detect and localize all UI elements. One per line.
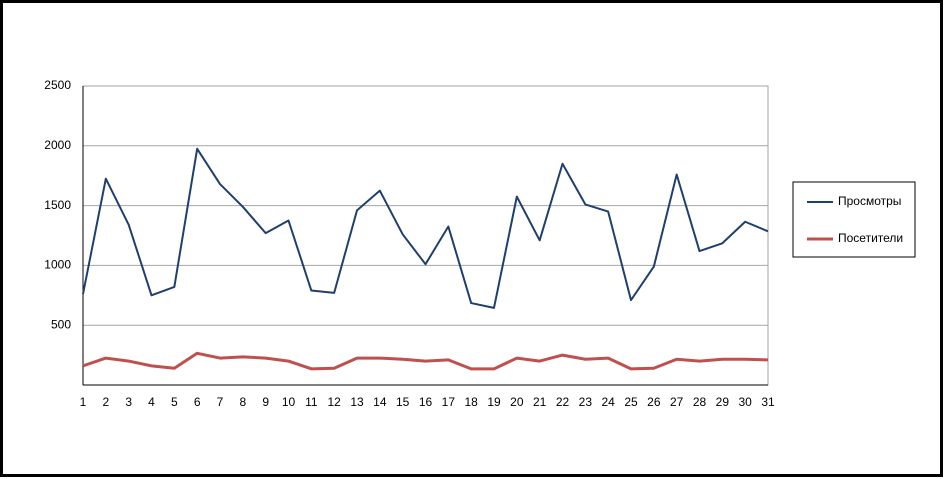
x-tick-label: 25 xyxy=(624,395,638,409)
x-tick-label: 14 xyxy=(373,395,387,409)
x-tick-label: 27 xyxy=(670,395,684,409)
series-line xyxy=(82,351,769,371)
y-tick-label: 1500 xyxy=(44,198,71,212)
y-tick-label: 2500 xyxy=(44,78,71,92)
x-tick-label: 3 xyxy=(125,395,132,409)
y-tick-label: 500 xyxy=(51,317,71,331)
x-tick-label: 26 xyxy=(647,395,661,409)
x-tick-label: 23 xyxy=(579,395,593,409)
x-tick-label: 29 xyxy=(716,395,730,409)
x-tick-label: 11 xyxy=(305,395,318,409)
x-tick-label: 18 xyxy=(464,395,478,409)
y-tick-label: 2000 xyxy=(44,138,71,152)
x-tick-label: 8 xyxy=(239,395,246,409)
legend-label: Просмотры xyxy=(838,194,901,208)
x-tick-label: 13 xyxy=(350,395,364,409)
x-tick-label: 4 xyxy=(148,395,155,409)
x-tick-label: 6 xyxy=(194,395,201,409)
x-tick-label: 24 xyxy=(601,395,615,409)
x-tick-label: 7 xyxy=(217,395,224,409)
x-tick-label: 15 xyxy=(396,395,410,409)
x-tick-label: 16 xyxy=(419,395,433,409)
x-tick-label: 10 xyxy=(282,395,296,409)
legend-box xyxy=(792,181,916,258)
x-tick-label: 17 xyxy=(442,395,456,409)
x-tick-label: 1 xyxy=(80,395,87,409)
x-tick-label: 31 xyxy=(761,395,775,409)
edge-mark xyxy=(940,208,943,232)
x-tick-label: 20 xyxy=(510,395,524,409)
x-tick-label: 12 xyxy=(327,395,341,409)
x-tick-label: 21 xyxy=(533,395,547,409)
series-line xyxy=(82,147,769,309)
y-tick-label: 1000 xyxy=(44,258,71,272)
x-tick-label: 2 xyxy=(102,395,109,409)
x-tick-label: 9 xyxy=(262,395,269,409)
x-tick-label: 30 xyxy=(738,395,752,409)
legend-label: Посетители xyxy=(838,231,903,245)
x-tick-label: 5 xyxy=(171,395,178,409)
x-tick-label: 19 xyxy=(487,395,501,409)
x-tick-label: 22 xyxy=(556,395,570,409)
x-tick-label: 28 xyxy=(693,395,707,409)
